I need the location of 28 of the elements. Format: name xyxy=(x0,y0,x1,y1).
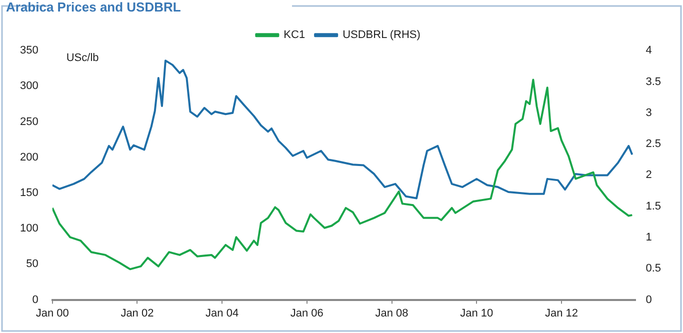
y2-tick-label: 4 xyxy=(646,44,652,57)
y2-tick-label: 2 xyxy=(646,169,652,182)
y-tick-label: 200 xyxy=(20,151,38,164)
y-tick-label: 100 xyxy=(20,222,38,235)
legend-label: USDBRL (RHS) xyxy=(342,29,420,42)
y2-tick-label: 1 xyxy=(646,232,652,244)
y-tick-label: 150 xyxy=(20,187,38,200)
x-tick-label: Jan 08 xyxy=(375,307,408,320)
x-tick-label: Jan 10 xyxy=(460,307,494,320)
y2-tick-label: 0 xyxy=(646,294,652,306)
y-tick-label: 50 xyxy=(26,258,38,270)
y2-tick-label: 3.5 xyxy=(646,76,662,88)
x-tick-label: Jan 04 xyxy=(206,307,239,320)
legend-label: KC1 xyxy=(284,29,306,42)
y-tick-label: 300 xyxy=(20,80,38,92)
x-tick-label: Jan 02 xyxy=(120,307,154,320)
y-tick-label: 350 xyxy=(20,44,38,57)
y-tick-label: 250 xyxy=(20,116,38,128)
x-tick-label: Jan 06 xyxy=(290,307,324,320)
y-axis-title: USc/lb xyxy=(66,52,99,64)
x-tick-label: Jan 12 xyxy=(544,307,578,320)
y-tick-label: 0 xyxy=(32,294,38,306)
y2-tick-label: 2.5 xyxy=(646,138,662,150)
y2-tick-label: 1.5 xyxy=(646,200,662,212)
y2-tick-label: 0.5 xyxy=(646,262,662,275)
x-tick-label: Jan 00 xyxy=(36,307,69,320)
y2-tick-label: 3 xyxy=(646,106,652,119)
chart-title: Arabica Prices and USDBRL xyxy=(6,0,181,14)
